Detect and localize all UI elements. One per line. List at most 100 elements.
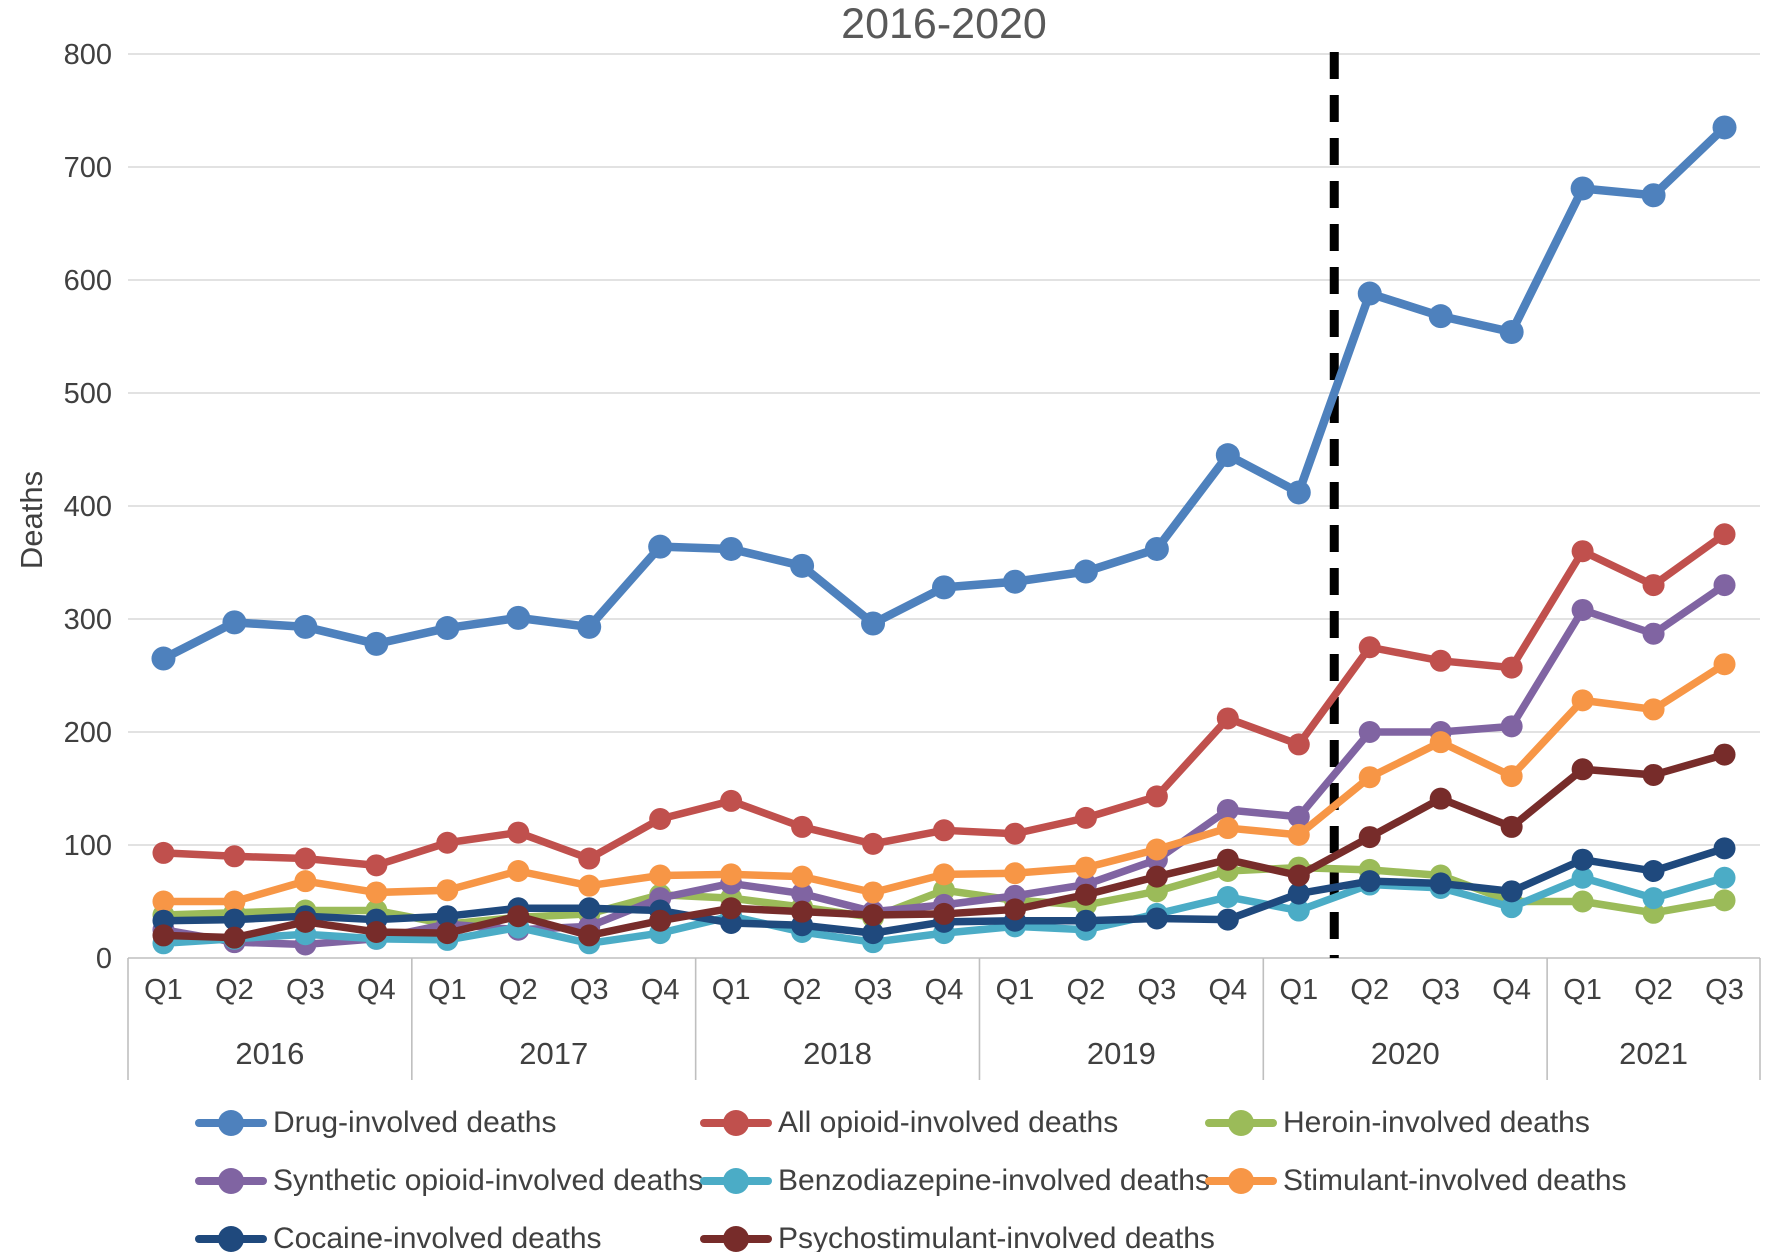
data-point-drug-involved-deaths: [1357, 281, 1382, 306]
legend-marker-icon: [195, 1108, 267, 1138]
data-point-cocaine-involved-deaths: [1358, 870, 1381, 893]
legend-item-stimulant-involved-deaths: Stimulant-involved deaths: [1205, 1164, 1627, 1198]
data-point-drug-involved-deaths: [1428, 304, 1453, 329]
data-point-stimulant-involved-deaths: [507, 859, 530, 882]
data-point-stimulant-involved-deaths: [1145, 838, 1168, 861]
legend-marker-icon: [195, 1224, 267, 1252]
data-point-cocaine-involved-deaths: [1713, 837, 1736, 860]
data-point-cocaine-involved-deaths: [1500, 880, 1523, 903]
data-point-synthetic-opioid-involved-deaths: [1642, 622, 1665, 645]
data-point-all-opioid-involved-deaths: [1358, 636, 1381, 659]
data-point-drug-involved-deaths: [1712, 115, 1737, 140]
data-point-benzodiazepine-involved-deaths: [1571, 866, 1594, 889]
y-tick-label: 600: [64, 265, 112, 297]
data-point-all-opioid-involved-deaths: [223, 845, 246, 868]
data-point-stimulant-involved-deaths: [1358, 766, 1381, 789]
x-tick-label-quarter: Q1: [428, 974, 467, 1006]
data-point-stimulant-involved-deaths: [223, 890, 246, 913]
legend-item-all-opioid-involved-deaths: All opioid-involved deaths: [700, 1106, 1118, 1140]
data-point-drug-involved-deaths: [435, 616, 460, 641]
data-point-drug-involved-deaths: [577, 614, 602, 639]
data-point-synthetic-opioid-involved-deaths: [1571, 598, 1594, 621]
data-point-drug-involved-deaths: [1641, 183, 1666, 208]
data-point-cocaine-involved-deaths: [1145, 907, 1168, 930]
data-point-all-opioid-involved-deaths: [1003, 822, 1026, 845]
data-point-drug-involved-deaths: [719, 536, 744, 561]
data-point-stimulant-involved-deaths: [1500, 765, 1523, 788]
data-point-cocaine-involved-deaths: [1074, 909, 1097, 932]
data-point-psychostimulant-involved-deaths: [152, 924, 175, 947]
x-tick-label-quarter: Q4: [641, 974, 680, 1006]
y-tick-label: 100: [64, 830, 112, 862]
x-tick-label-quarter: Q4: [1492, 974, 1531, 1006]
data-point-psychostimulant-involved-deaths: [933, 902, 955, 925]
data-point-psychostimulant-involved-deaths: [1216, 848, 1239, 871]
data-point-all-opioid-involved-deaths: [1287, 733, 1310, 756]
legend-marker-icon: [1205, 1108, 1277, 1138]
legend-label: All opioid-involved deaths: [778, 1106, 1119, 1139]
data-point-cocaine-involved-deaths: [1429, 872, 1452, 895]
data-point-stimulant-involved-deaths: [578, 874, 601, 897]
data-point-psychostimulant-involved-deaths: [436, 922, 459, 945]
x-tick-label-year: 2021: [1619, 1036, 1688, 1071]
data-point-psychostimulant-involved-deaths: [1500, 815, 1523, 838]
data-point-stimulant-involved-deaths: [436, 879, 459, 902]
data-point-cocaine-involved-deaths: [862, 922, 885, 945]
x-tick-label-quarter: Q2: [215, 974, 254, 1006]
data-point-all-opioid-involved-deaths: [1642, 574, 1665, 597]
x-tick-label-year: 2020: [1371, 1036, 1440, 1071]
data-point-all-opioid-involved-deaths: [294, 847, 317, 870]
data-point-psychostimulant-involved-deaths: [862, 904, 885, 927]
data-point-psychostimulant-involved-deaths: [1429, 787, 1452, 810]
x-tick-label-year: 2018: [803, 1036, 872, 1071]
data-point-drug-involved-deaths: [1286, 480, 1311, 505]
data-point-all-opioid-involved-deaths: [720, 789, 743, 812]
data-point-stimulant-involved-deaths: [1287, 823, 1310, 846]
data-point-drug-involved-deaths: [1215, 443, 1240, 468]
data-point-psychostimulant-involved-deaths: [1571, 758, 1594, 781]
data-point-all-opioid-involved-deaths: [1500, 656, 1523, 679]
legend-label: Heroin-involved deaths: [1283, 1106, 1590, 1139]
legend-marker-icon: [1205, 1166, 1277, 1196]
x-tick-label-quarter: Q4: [925, 974, 964, 1006]
data-point-drug-involved-deaths: [151, 646, 176, 671]
x-tick-label-quarter: Q1: [1279, 974, 1318, 1006]
x-tick-label-quarter: Q2: [1350, 974, 1389, 1006]
data-point-stimulant-involved-deaths: [862, 881, 885, 904]
data-point-psychostimulant-involved-deaths: [365, 921, 388, 944]
data-point-synthetic-opioid-involved-deaths: [1713, 574, 1736, 597]
y-tick-label: 500: [64, 378, 112, 410]
x-tick-label-quarter: Q3: [1421, 974, 1460, 1006]
x-tick-label-quarter: Q4: [1208, 974, 1247, 1006]
data-point-psychostimulant-involved-deaths: [1713, 743, 1736, 766]
y-tick-label: 700: [64, 152, 112, 184]
data-point-synthetic-opioid-involved-deaths: [1358, 721, 1381, 743]
legend-marker-icon: [700, 1166, 772, 1196]
x-tick-label-quarter: Q3: [1138, 974, 1177, 1006]
x-tick-label-quarter: Q2: [1067, 974, 1106, 1006]
legend-item-cocaine-involved-deaths: Cocaine-involved deaths: [195, 1222, 602, 1252]
y-tick-label: 800: [64, 39, 112, 71]
data-point-stimulant-involved-deaths: [294, 870, 317, 893]
data-point-synthetic-opioid-involved-deaths: [1500, 715, 1523, 738]
legend-item-benzodiazepine-involved-deaths: Benzodiazepine-involved deaths: [700, 1164, 1210, 1198]
data-point-all-opioid-involved-deaths: [649, 808, 672, 831]
data-point-psychostimulant-involved-deaths: [1003, 898, 1026, 921]
legend-marker-icon: [195, 1166, 267, 1196]
data-point-psychostimulant-involved-deaths: [791, 900, 814, 923]
data-point-drug-involved-deaths: [222, 610, 247, 635]
y-tick-label: 300: [64, 604, 112, 636]
data-point-psychostimulant-involved-deaths: [720, 897, 743, 920]
data-point-stimulant-involved-deaths: [1074, 856, 1097, 879]
data-point-benzodiazepine-involved-deaths: [1642, 887, 1665, 910]
data-point-drug-involved-deaths: [790, 553, 815, 578]
data-point-cocaine-involved-deaths: [1287, 882, 1310, 905]
data-point-cocaine-involved-deaths: [578, 897, 601, 920]
data-point-synthetic-opioid-involved-deaths: [791, 882, 814, 905]
data-point-stimulant-involved-deaths: [1713, 653, 1736, 676]
data-point-psychostimulant-involved-deaths: [1145, 865, 1168, 888]
y-tick-label: 400: [64, 491, 112, 523]
data-point-all-opioid-involved-deaths: [507, 821, 530, 844]
data-point-heroin-involved-deaths: [1571, 890, 1594, 913]
